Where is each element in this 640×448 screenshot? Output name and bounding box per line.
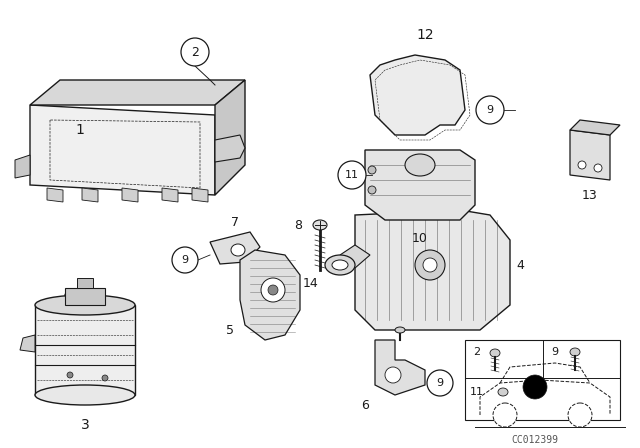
Text: 9: 9	[486, 105, 493, 115]
Polygon shape	[365, 150, 475, 220]
Ellipse shape	[65, 289, 105, 301]
Ellipse shape	[490, 349, 500, 357]
Ellipse shape	[578, 161, 586, 169]
Text: 3: 3	[81, 418, 90, 432]
Text: 9: 9	[181, 255, 189, 265]
Polygon shape	[15, 155, 30, 178]
Ellipse shape	[570, 348, 580, 356]
Ellipse shape	[35, 295, 135, 315]
Circle shape	[523, 375, 547, 399]
Ellipse shape	[313, 220, 327, 230]
Ellipse shape	[332, 260, 348, 270]
Polygon shape	[210, 232, 260, 264]
Text: 14: 14	[302, 276, 318, 289]
Polygon shape	[570, 130, 610, 180]
Polygon shape	[215, 80, 245, 195]
Polygon shape	[370, 55, 465, 135]
Circle shape	[268, 285, 278, 295]
Circle shape	[181, 38, 209, 66]
Polygon shape	[375, 340, 425, 395]
Polygon shape	[82, 188, 98, 202]
Ellipse shape	[594, 164, 602, 172]
Polygon shape	[240, 250, 300, 340]
Text: 9: 9	[436, 378, 444, 388]
Circle shape	[261, 278, 285, 302]
Polygon shape	[20, 335, 35, 352]
Polygon shape	[47, 188, 63, 202]
Circle shape	[338, 161, 366, 189]
Circle shape	[415, 250, 445, 280]
Polygon shape	[340, 245, 370, 268]
Text: 2: 2	[474, 347, 481, 357]
Text: 9: 9	[552, 347, 559, 357]
Circle shape	[568, 403, 592, 427]
Circle shape	[385, 367, 401, 383]
Text: 10: 10	[412, 232, 428, 245]
Text: 1: 1	[76, 123, 84, 137]
Ellipse shape	[368, 166, 376, 174]
Polygon shape	[355, 210, 510, 330]
Circle shape	[172, 247, 198, 273]
Circle shape	[493, 403, 517, 427]
Text: 4: 4	[516, 258, 524, 271]
Circle shape	[427, 370, 453, 396]
Polygon shape	[570, 120, 620, 135]
Text: 5: 5	[226, 323, 234, 336]
Ellipse shape	[395, 327, 405, 333]
Ellipse shape	[231, 244, 245, 256]
Text: 11: 11	[345, 170, 359, 180]
Ellipse shape	[368, 186, 376, 194]
Polygon shape	[215, 135, 245, 162]
Ellipse shape	[498, 388, 508, 396]
Text: 12: 12	[416, 28, 434, 42]
Polygon shape	[122, 188, 138, 202]
Polygon shape	[30, 105, 215, 195]
Text: 6: 6	[361, 399, 369, 412]
Text: 2: 2	[191, 46, 199, 59]
Text: 8: 8	[294, 219, 302, 232]
Polygon shape	[35, 305, 135, 395]
Text: CC012399: CC012399	[511, 435, 559, 445]
Polygon shape	[192, 188, 208, 202]
Ellipse shape	[35, 385, 135, 405]
Polygon shape	[65, 288, 105, 305]
Text: 7: 7	[231, 215, 239, 228]
Ellipse shape	[325, 255, 355, 275]
Text: 11: 11	[470, 387, 484, 397]
Polygon shape	[77, 278, 93, 288]
Text: 13: 13	[582, 189, 598, 202]
Polygon shape	[162, 188, 178, 202]
Circle shape	[423, 258, 437, 272]
Bar	[465, 340, 620, 420]
Ellipse shape	[405, 154, 435, 176]
Polygon shape	[30, 80, 245, 105]
Circle shape	[102, 375, 108, 381]
Circle shape	[67, 372, 73, 378]
Circle shape	[476, 96, 504, 124]
